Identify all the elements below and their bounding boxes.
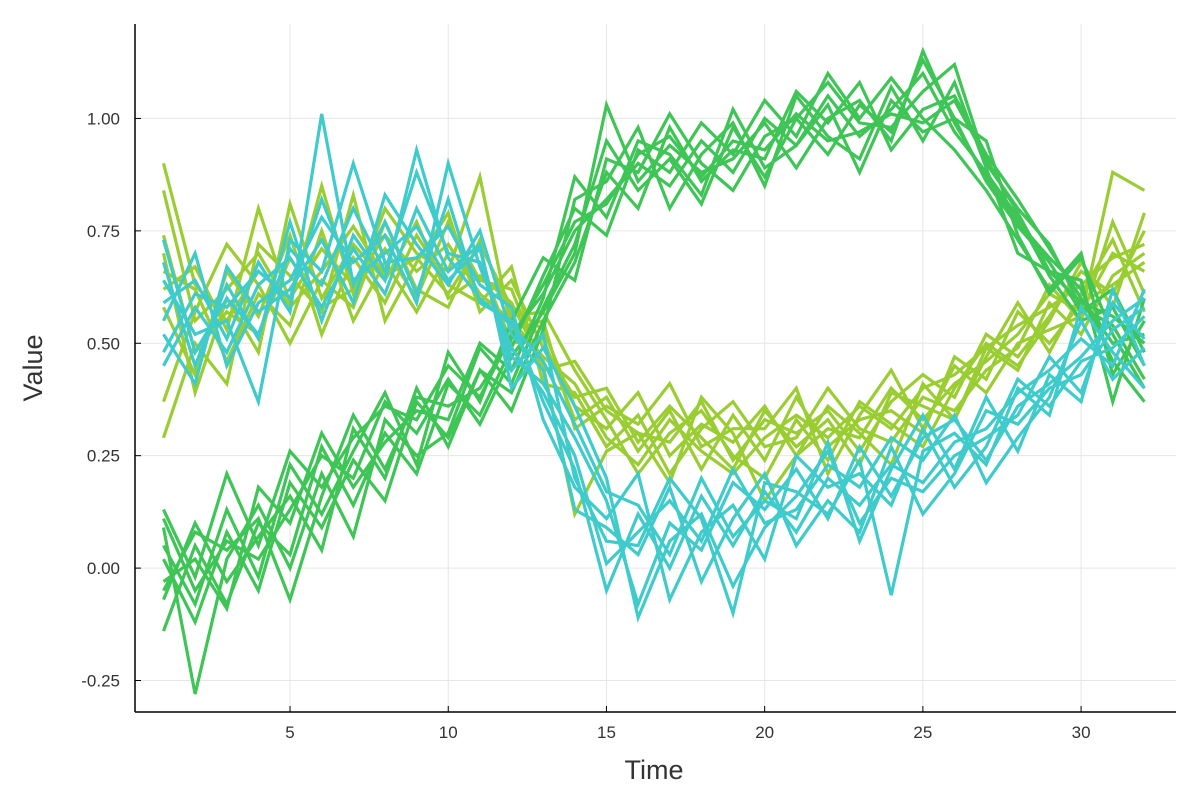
series-line-14 xyxy=(162,78,1146,601)
x-axis-title: Time xyxy=(625,755,684,785)
series-lines xyxy=(161,46,1146,695)
y-tick-label: -0.25 xyxy=(81,672,120,691)
y-tick-label: 1.00 xyxy=(87,109,120,128)
x-tick-label: 30 xyxy=(1072,723,1091,742)
series-line-5 xyxy=(162,217,1146,477)
y-tick-label: 0.75 xyxy=(87,222,120,241)
series-line-25 xyxy=(161,143,1146,559)
ticks: 5 10 15 20 25 30 -0.25 0.00 0.25 0.50 0.75 1.00 xyxy=(81,109,1090,742)
series-line-17 xyxy=(162,46,1146,594)
x-tick-label: 20 xyxy=(755,723,774,742)
series-line-21 xyxy=(162,191,1146,586)
y-tick-label: 0.50 xyxy=(87,334,120,353)
y-tick-label: 0.25 xyxy=(87,447,120,466)
x-tick-label: 15 xyxy=(597,723,616,742)
series-line-26 xyxy=(162,194,1146,619)
x-tick-label: 10 xyxy=(439,723,458,742)
series-line-6 xyxy=(161,212,1146,481)
series-line-16 xyxy=(162,97,1146,613)
series-line-8 xyxy=(162,169,1146,478)
y-axis-title: Value xyxy=(18,334,48,401)
y-tick-label: 0.00 xyxy=(87,559,120,578)
series-line-22 xyxy=(162,204,1146,623)
series-line-24 xyxy=(162,157,1146,567)
series-line-18 xyxy=(162,98,1146,605)
axes xyxy=(134,24,1176,713)
series-line-23 xyxy=(162,157,1146,605)
series-line-9 xyxy=(161,197,1146,519)
x-tick-label: 5 xyxy=(285,723,294,742)
x-tick-label: 25 xyxy=(913,723,932,742)
